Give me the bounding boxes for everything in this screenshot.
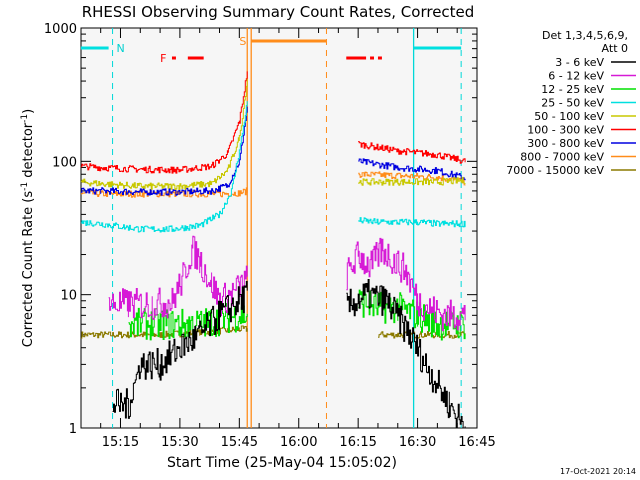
legend-label: 12 - 25 keV: [541, 83, 604, 96]
legend-label: 25 - 50 keV: [541, 97, 604, 110]
series-line-100-300-kev: [80, 71, 248, 174]
series-line-25-50-kev: [80, 101, 248, 233]
y-tick-label: 100: [52, 155, 77, 170]
series-line-300-800-kev: [358, 158, 466, 181]
legend-header-line-2: Att 0: [602, 42, 628, 55]
saa-label: S: [239, 35, 246, 48]
night-label: N: [117, 42, 125, 55]
series-line-50-100-kev: [358, 176, 466, 186]
legend-label: 3 - 6 keV: [555, 56, 604, 69]
x-axis-label: Start Time (25-May-04 15:05:02): [167, 455, 397, 471]
series-line-25-50-kev: [358, 217, 466, 228]
series-line-100-300-kev: [358, 141, 466, 164]
x-tick-label: 16:15: [339, 435, 376, 450]
legend-label: 100 - 300 keV: [527, 124, 604, 137]
y-tick-label: 10: [60, 289, 77, 304]
x-tick-label: 16:45: [458, 435, 495, 450]
legend-label: 50 - 100 keV: [534, 110, 604, 123]
x-tick-label: 16:30: [399, 435, 436, 450]
legend-label: 300 - 800 keV: [527, 137, 604, 150]
x-tick-label: 15:45: [221, 435, 258, 450]
series-lines: [80, 71, 466, 429]
time-markers: N S F: [80, 28, 462, 428]
x-axis-ticks: 15:15 15:30 15:45 16:00 16:15 16:30 16:45: [100, 28, 496, 450]
legend-label: 6 - 12 keV: [548, 70, 604, 83]
series-line-3-6-kev: [112, 280, 248, 419]
y-axis-ticks: 1 10 100 1000: [44, 22, 477, 437]
series-line-6-12-kev: [108, 235, 248, 320]
x-tick-label: 16:00: [280, 435, 317, 450]
plot-area: [80, 27, 478, 429]
series-line-50-100-kev: [80, 78, 248, 190]
series-line-6-12-kev: [346, 237, 466, 332]
flare-label: F: [160, 52, 166, 65]
y-tick-label: 1: [69, 422, 77, 437]
y-tick-label: 1000: [44, 22, 77, 37]
legend-label: 7000 - 15000 keV: [506, 164, 604, 177]
series-line-3-6-kev: [346, 279, 466, 429]
x-tick-label: 15:15: [102, 435, 139, 450]
timestamp: 17-Oct-2021 20:14: [560, 467, 636, 476]
legend-header-line-1: Det 1,3,4,5,6,9,: [542, 29, 628, 42]
y-axis-label: Corrected Count Rate (s-1 detector-1): [20, 109, 36, 347]
chart-title: RHESSI Observing Summary Count Rates, Co…: [82, 3, 475, 21]
series-line-300-800-kev: [80, 106, 248, 196]
x-tick-label: 15:30: [161, 435, 198, 450]
legend-label: 800 - 7000 keV: [520, 151, 604, 164]
